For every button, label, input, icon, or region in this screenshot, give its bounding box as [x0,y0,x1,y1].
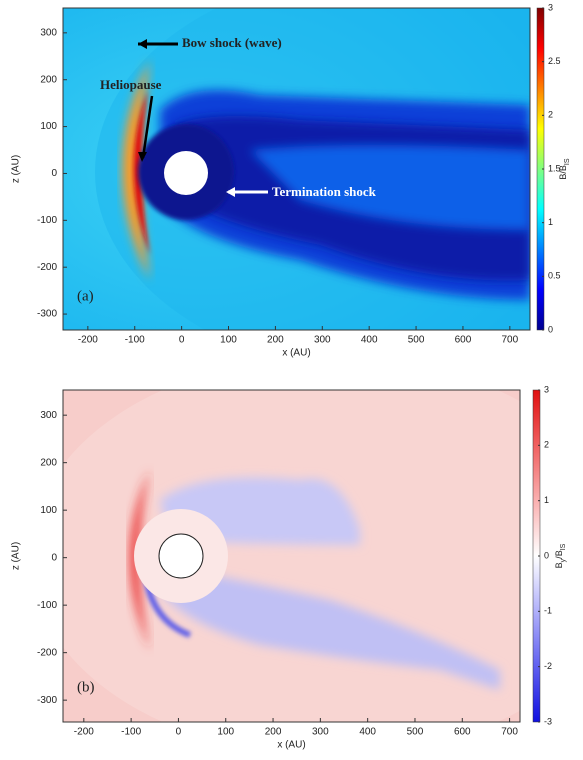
x-tick-label: 0 [176,727,182,738]
annotation: Heliopause [100,77,162,92]
x-tick-label: 200 [265,727,282,738]
colorbar-label-part: /B [554,550,564,559]
field-b [63,390,520,722]
colorbar-tick-label: 0 [544,550,549,560]
y-tick-label: -100 [37,600,57,611]
colorbar-tick-label: 2.5 [548,56,561,66]
x-tick-label: 400 [361,335,378,346]
x-tick-label: 700 [501,335,518,346]
colorbar-label: B/BIS [558,158,570,179]
x-tick-label: 300 [314,335,331,346]
colorbar-tick-label: -1 [544,606,552,616]
x-tick-label: 0 [179,335,185,346]
x-axis-label: x (AU) [277,740,305,751]
colorbar-tick-label: 2 [548,110,553,120]
y-tick-label: 100 [40,121,57,132]
colorbar-tick-label: -2 [544,661,552,671]
colorbar-label-part: IS [560,543,567,550]
annotation: Termination shock [272,184,377,199]
colorbar-tick-label: 0 [548,324,553,334]
y-tick-label: -200 [37,262,57,273]
x-tick-label: -200 [78,335,98,346]
y-tick-label: 0 [51,168,57,179]
x-tick-label: 300 [312,727,329,738]
colorbar-label-part: B/B [558,165,568,180]
y-tick-label: -200 [37,647,57,658]
y-tick-label: -100 [37,215,57,226]
x-tick-label: 500 [408,335,425,346]
x-tick-label: -200 [74,727,94,738]
y-tick-label: 0 [51,552,57,563]
plot-frame [62,389,521,723]
colorbar-tick-label: 1 [548,217,553,227]
colorbar-tick-label: 1.5 [548,163,561,173]
x-tick-label: -100 [125,335,145,346]
field-a [63,8,530,330]
y-tick-label: 300 [40,27,57,38]
colorbar-label-part: y [560,558,567,562]
colorbar-tick-label: 3 [548,2,553,12]
x-tick-label: 600 [454,727,471,738]
y-tick-label: 100 [40,505,57,516]
x-tick-label: 100 [217,727,234,738]
colorbar-tick-label: 2 [544,440,549,450]
y-tick-label: 200 [40,74,57,85]
colorbar-label-part: IS [564,158,571,165]
plot-frame [62,7,531,331]
colorbar-tick-label: -3 [544,716,552,726]
y-tick-label: -300 [37,695,57,706]
y-axis-label: z (AU) [11,155,22,183]
colorbar-tick-label: 0.5 [548,271,561,281]
colorbar-tick-label: 1 [544,495,549,505]
x-tick-label: 600 [455,335,472,346]
x-axis-label: x (AU) [282,348,310,359]
y-axis-label: z (AU) [11,542,22,570]
x-tick-label: 500 [407,727,424,738]
colorbar-label-part: B [554,562,564,568]
colorbar-tick-label: 3 [544,384,549,394]
x-tick-label: 700 [501,727,518,738]
x-tick-label: 400 [359,727,376,738]
panel-label: (a) [77,288,94,304]
y-tick-label: 300 [40,410,57,421]
y-tick-label: 200 [40,457,57,468]
x-tick-label: 100 [220,335,237,346]
y-tick-label: -300 [37,309,57,320]
x-tick-label: -100 [121,727,141,738]
x-tick-label: 200 [267,335,284,346]
colorbar-label: By/BIS [554,543,566,568]
annotation: Bow shock (wave) [182,35,282,50]
panel-label: (b) [77,679,95,695]
